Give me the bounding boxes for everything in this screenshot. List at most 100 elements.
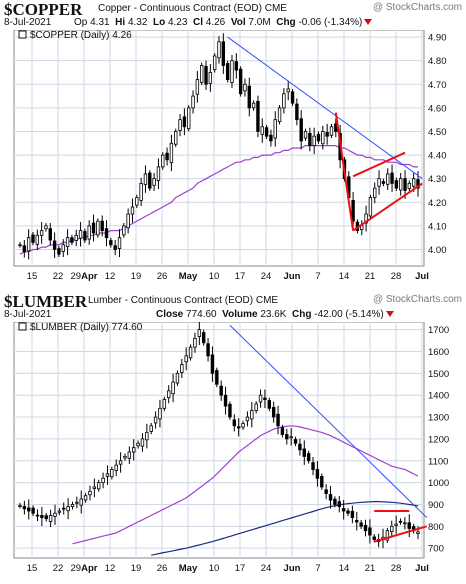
symbol-title: $COPPER [4, 0, 83, 19]
y-tick-label: 900 [428, 500, 444, 511]
x-tick-label: 19 [131, 563, 142, 574]
plot-area [13, 30, 425, 267]
x-tick-label: 28 [391, 271, 402, 282]
x-tick-label: 29Apr [71, 271, 98, 282]
candle-body [293, 439, 298, 444]
x-tick-label: 28 [391, 563, 402, 574]
candle-body [136, 442, 140, 447]
candle-body [258, 394, 263, 403]
candle-body [127, 451, 132, 459]
wedge-lower-line [373, 525, 428, 543]
candle-body [204, 65, 208, 85]
candle-body [271, 406, 276, 418]
exchange-label: CME [255, 295, 279, 306]
candle-body [225, 63, 230, 80]
x-tick-label: 26 [157, 563, 168, 574]
candle-body [48, 228, 52, 241]
candle-body [156, 166, 161, 181]
x-tick-label: Jun [284, 563, 301, 574]
x-tick-label: 15 [27, 563, 38, 574]
x-tick-label: 19 [131, 271, 142, 282]
trendline [227, 36, 423, 180]
candle-body [184, 355, 188, 363]
candle-body [187, 107, 191, 130]
candle-body [385, 530, 390, 541]
candle-body [350, 510, 355, 518]
y-tick-label: 1400 [428, 391, 449, 402]
candle-body [346, 510, 350, 514]
candle-body [273, 119, 277, 139]
down-arrow-icon [385, 311, 394, 318]
x-tick-label: 29Apr [71, 563, 98, 574]
lumber-chart: 700 800 900 1000 1100 1200 1300 1400 1500 1600 170… [13, 322, 449, 574]
x-tick-label: 12 [105, 563, 116, 574]
candle-body [101, 477, 105, 484]
wedge-upper-line [352, 151, 406, 178]
candle-body [251, 102, 256, 109]
candle-body [208, 72, 213, 84]
y-tick-label: 4.80 [428, 56, 447, 67]
copper-chart: 4.00 4.10 4.20 4.30 4.40 4.50 4.60 4.70 4.80 4.90… [13, 30, 447, 282]
candle-body [52, 240, 57, 250]
candle-body [254, 403, 258, 411]
candle-body [126, 213, 130, 229]
exchange-label: CME [264, 3, 287, 14]
candle-body [78, 230, 83, 239]
candle-body [289, 436, 293, 439]
candle-body [280, 427, 285, 435]
candle-body [139, 182, 143, 201]
candle-body [44, 225, 48, 230]
candle-body [337, 501, 341, 508]
candle-body [122, 225, 126, 236]
candle-body [153, 416, 158, 424]
candle-body [40, 514, 44, 518]
x-tick-label: Jul [415, 563, 429, 574]
candle-body [206, 343, 210, 357]
candle-body [328, 494, 333, 501]
candle-body [263, 397, 267, 400]
watermark: @ StockCharts.com [372, 2, 462, 13]
legend-swatch [18, 322, 27, 331]
candle-body [390, 525, 394, 533]
quote-line: Op 4.31 Hi 4.32 Lo 4.23 Cl 4.26 Vol 7.0M… [74, 17, 373, 28]
candle-body [27, 507, 31, 512]
wedge-lower-line [352, 182, 423, 232]
candle-body [152, 178, 156, 186]
trendline [229, 324, 428, 518]
candle-body [195, 79, 200, 95]
lumber-panel: $LUMBER Lumber - Continuous Contract (EO… [0, 292, 466, 584]
x-tick-label: 24 [261, 271, 272, 282]
candle-body [109, 240, 113, 246]
description-text: Lumber - Continuous Contract (EOD) [88, 295, 254, 306]
symbol-title: $LUMBER [4, 292, 88, 311]
y-axis: 700 800 900 1000 1100 1200 1300 1400 1500 1600 170… [428, 325, 449, 555]
contract-description: Lumber - Continuous Contract (EOD) CME [88, 295, 278, 306]
candle-body [256, 100, 260, 132]
candle-body [104, 228, 109, 239]
candle-body [321, 131, 325, 145]
candle-body [97, 482, 101, 490]
candle-body [70, 504, 75, 508]
x-axis: 15 22 29Apr 12 19 26 May 10 17 24 Jun 7 14 21 28 Jul [27, 563, 429, 574]
candle-body [277, 107, 282, 122]
y-tick-label: 4.10 [428, 221, 447, 232]
candle-body [373, 187, 377, 198]
quote-date: 8-Jul-2021 [4, 309, 52, 320]
candle-body [188, 346, 193, 359]
candle-body [110, 469, 114, 478]
candle-body [35, 514, 40, 517]
y-tick-label: 4.90 [428, 33, 447, 44]
candle-body [48, 514, 53, 522]
candle-body [269, 134, 273, 142]
candle-body [178, 119, 182, 131]
candle-body [403, 522, 407, 525]
x-tick-label: 24 [261, 563, 272, 574]
candle-body [161, 154, 165, 168]
candle-body [18, 505, 22, 507]
candle-body [74, 234, 78, 241]
candle-body [267, 400, 272, 409]
candle-body [368, 527, 372, 536]
y-tick-label: 4.00 [428, 245, 447, 256]
candle-body [132, 447, 136, 453]
candle-body [299, 118, 303, 142]
